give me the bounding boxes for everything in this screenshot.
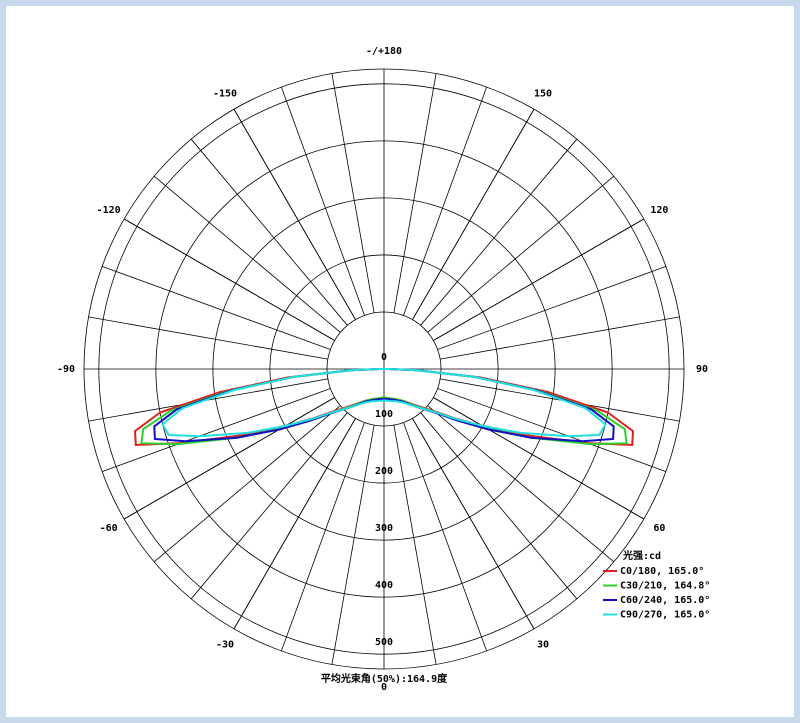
spoke bbox=[403, 86, 487, 316]
spoke bbox=[281, 86, 365, 316]
footer-note: 平均光束角(50%):164.9度 bbox=[321, 672, 448, 685]
spoke bbox=[440, 316, 680, 360]
angle-tick-label: 90 bbox=[696, 364, 708, 375]
chart: 0100200300400500-/+1801501209060300-30-6… bbox=[57, 46, 710, 693]
spoke bbox=[101, 388, 331, 472]
legend-label: C60/240, 165.0° bbox=[620, 595, 710, 606]
angle-grid-line bbox=[412, 108, 535, 320]
spoke bbox=[403, 422, 487, 652]
spoke bbox=[153, 405, 341, 563]
spoke bbox=[331, 425, 375, 665]
angle-tick-label: -90 bbox=[57, 364, 75, 375]
spoke bbox=[393, 425, 437, 665]
spoke bbox=[437, 266, 667, 350]
angle-tick-label: 0 bbox=[381, 682, 387, 693]
angle-tick-label: -150 bbox=[213, 89, 237, 100]
intensity-curve bbox=[153, 368, 615, 443]
intensity-curve bbox=[140, 368, 628, 446]
angle-tick-label: -120 bbox=[97, 205, 121, 216]
spoke bbox=[331, 73, 375, 313]
spoke bbox=[420, 412, 578, 600]
spoke bbox=[281, 422, 365, 652]
spoke bbox=[190, 138, 348, 326]
angle-tick-label: 60 bbox=[653, 523, 665, 534]
angle-grid-line bbox=[123, 397, 335, 520]
angle-grid-line bbox=[433, 397, 645, 520]
spoke bbox=[190, 412, 348, 600]
angle-grid-line bbox=[433, 218, 645, 341]
angle-tick-label: -60 bbox=[100, 523, 118, 534]
spoke bbox=[101, 266, 331, 350]
spoke bbox=[427, 175, 615, 333]
spoke bbox=[393, 73, 437, 313]
spoke bbox=[153, 175, 341, 333]
legend-label: C90/270, 165.0° bbox=[620, 610, 710, 621]
angle-tick-label: -30 bbox=[216, 639, 234, 650]
legend-label: C0/180, 165.0° bbox=[620, 566, 704, 577]
spoke bbox=[420, 138, 578, 326]
angle-tick-label: 120 bbox=[650, 205, 668, 216]
angle-grid-line bbox=[233, 418, 356, 630]
angle-tick-label: 150 bbox=[534, 89, 552, 100]
legend-label: C30/210, 164.8° bbox=[620, 581, 710, 592]
spoke bbox=[427, 405, 615, 563]
spoke bbox=[88, 316, 328, 360]
spoke bbox=[437, 388, 667, 472]
angle-grid-line bbox=[412, 418, 535, 630]
angle-tick-label: -/+180 bbox=[366, 46, 402, 57]
angle-grid-line bbox=[233, 108, 356, 320]
angle-tick-label: 30 bbox=[537, 639, 549, 650]
legend-title: 光强:cd bbox=[622, 549, 661, 562]
angle-grid-line bbox=[123, 218, 335, 341]
intensity-curve bbox=[161, 368, 607, 438]
